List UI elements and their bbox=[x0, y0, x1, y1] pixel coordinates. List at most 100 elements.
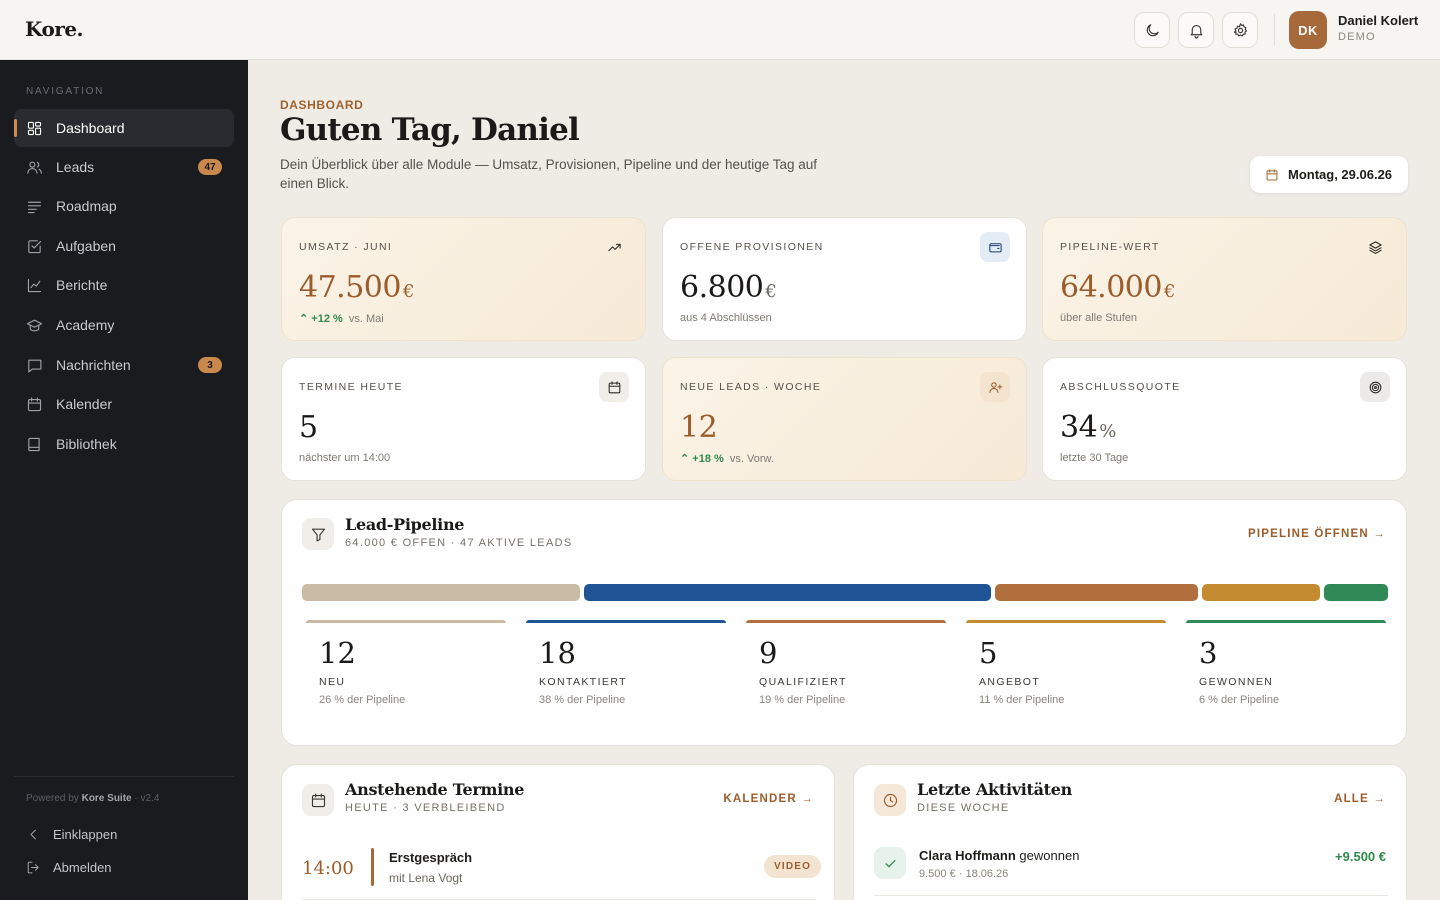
sidebar-item-roadmap[interactable]: Roadmap bbox=[14, 187, 234, 225]
settings-button[interactable] bbox=[1222, 12, 1258, 48]
sidebar-item-nachrichten[interactable]: Nachrichten 3 bbox=[14, 346, 234, 384]
sidebar-item-kalender[interactable]: Kalender bbox=[14, 385, 234, 423]
sidebar-item-label: Kalender bbox=[56, 396, 113, 412]
sidebar-item-label: Leads bbox=[56, 159, 95, 175]
appointments-icon-wrap bbox=[302, 784, 334, 816]
trend-up: ⌃ +18 % bbox=[680, 453, 724, 465]
appointment-with: mit Lena Vogt bbox=[389, 871, 463, 885]
stage-neu[interactable]: 12 NEU 26 % der Pipeline bbox=[306, 620, 506, 730]
stage-angebot[interactable]: 5 ANGEBOT 11 % der Pipeline bbox=[966, 620, 1166, 730]
calendar-icon bbox=[311, 793, 325, 807]
calendar-icon bbox=[1266, 168, 1278, 180]
sidebar-item-label: Nachrichten bbox=[56, 357, 131, 373]
appointment-time: 14:00 bbox=[302, 858, 354, 879]
graduation-cap-icon bbox=[26, 319, 43, 331]
avatar[interactable]: DK bbox=[1289, 11, 1327, 49]
page-eyebrow: DASHBOARD bbox=[280, 98, 364, 112]
pipeline-title: Lead-Pipeline bbox=[345, 515, 465, 534]
sidebar-item-label: Aufgaben bbox=[56, 238, 116, 254]
brand-name: Kore Suite bbox=[81, 793, 132, 804]
stage-color-line bbox=[1186, 620, 1386, 623]
calendar-link[interactable]: KALENDER → bbox=[723, 793, 814, 805]
checkbox-icon bbox=[28, 239, 42, 253]
activity-meta: 9.500 € · 18.06.26 bbox=[919, 868, 1009, 880]
pipeline-segment-qualifiziert bbox=[994, 584, 1199, 601]
message-icon bbox=[28, 359, 42, 372]
stage-count: 5 bbox=[979, 636, 998, 670]
kpi-sub: nächster um 14:00 bbox=[299, 452, 391, 464]
version: · v2.4 bbox=[134, 793, 160, 804]
stage-gewonnen[interactable]: 3 GEWONNEN 6 % der Pipeline bbox=[1186, 620, 1386, 730]
stage-count: 18 bbox=[539, 636, 576, 670]
sidebar-item-aufgaben[interactable]: Aufgaben bbox=[14, 227, 234, 265]
sidebar-item-academy[interactable]: Academy bbox=[14, 306, 234, 344]
notifications-button[interactable] bbox=[1178, 12, 1214, 48]
user-role: DEMO bbox=[1338, 31, 1376, 43]
user-plus-icon bbox=[988, 381, 1002, 393]
stage-name: KONTAKTIERT bbox=[539, 676, 627, 688]
activity-amount: +9.500 € bbox=[1335, 849, 1386, 864]
kpi-icon-wrap bbox=[599, 232, 629, 262]
open-pipeline-link[interactable]: PIPELINE ÖFFNEN → bbox=[1248, 528, 1386, 540]
app-logo[interactable]: Kore. bbox=[25, 17, 84, 41]
bell-icon bbox=[1190, 24, 1202, 38]
kpi-icon-wrap bbox=[1360, 232, 1390, 262]
kpi-card-abschlussquote[interactable]: ABSCHLUSSQUOTE 34% letzte 30 Tage bbox=[1042, 357, 1407, 481]
user-name: Daniel Kolert bbox=[1338, 13, 1419, 28]
appointment-title: Erstgespräch bbox=[389, 850, 473, 865]
kpi-sub: über alle Stufen bbox=[1060, 312, 1138, 324]
pipeline-segment-neu bbox=[302, 584, 581, 601]
kpi-label: OFFENE PROVISIONEN bbox=[680, 241, 824, 253]
target-icon bbox=[1369, 381, 1381, 393]
appointments-subtitle: HEUTE · 3 VERBLEIBEND bbox=[345, 802, 506, 814]
list-icon bbox=[27, 201, 42, 213]
kpi-card-neue-leads[interactable]: NEUE LEADS · WOCHE 12 ⌃ +18 % vs. Vorw. bbox=[662, 357, 1027, 481]
stage-count: 9 bbox=[759, 636, 778, 670]
kpi-value: 5 bbox=[299, 410, 318, 445]
activities-icon-wrap bbox=[874, 784, 906, 816]
stage-color-line bbox=[966, 620, 1166, 623]
kpi-sub: letzte 30 Tage bbox=[1060, 452, 1129, 464]
activities-panel: Letzte Aktivitäten DIESE WOCHE ALLE → Cl… bbox=[853, 764, 1407, 900]
collapse-button[interactable]: Einklappen bbox=[26, 827, 117, 842]
sidebar: NAVIGATION Dashboard Leads 47 Roadmap Au… bbox=[0, 60, 248, 900]
stage-color-line bbox=[746, 620, 946, 623]
row-divider bbox=[874, 895, 1388, 896]
pipeline-subtitle: 64.000 € OFFEN · 47 AKTIVE LEADS bbox=[345, 537, 573, 549]
users-icon bbox=[27, 161, 42, 174]
theme-toggle-button[interactable] bbox=[1134, 12, 1170, 48]
trend-up: ⌃ +12 % bbox=[299, 313, 343, 325]
stage-share: 26 % der Pipeline bbox=[319, 694, 406, 706]
wallet-icon bbox=[988, 242, 1002, 252]
sidebar-item-berichte[interactable]: Berichte bbox=[14, 266, 234, 304]
sidebar-item-leads[interactable]: Leads 47 bbox=[14, 148, 234, 186]
kpi-label: PIPELINE-WERT bbox=[1060, 241, 1160, 253]
activities-subtitle: DIESE WOCHE bbox=[917, 802, 1010, 814]
kpi-label: TERMINE HEUTE bbox=[299, 381, 403, 393]
kpi-sub: ⌃ +12 % vs. Mai bbox=[299, 313, 384, 325]
header-divider bbox=[1274, 14, 1275, 46]
sidebar-item-bibliothek[interactable]: Bibliothek bbox=[14, 425, 234, 463]
pipeline-icon-wrap bbox=[302, 518, 334, 550]
kpi-card-pipeline-wert[interactable]: PIPELINE-WERT 64.000 € über alle Stufen bbox=[1042, 217, 1407, 341]
date-button[interactable]: Montag, 29.06.26 bbox=[1250, 156, 1408, 193]
logout-button[interactable]: Abmelden bbox=[26, 860, 112, 875]
kpi-card-umsatz[interactable]: UMSATZ · JUNI 47.500 € ⌃ +12 % vs. Mai bbox=[281, 217, 646, 341]
stage-kontaktiert[interactable]: 18 KONTAKTIERT 38 % der Pipeline bbox=[526, 620, 726, 730]
book-icon bbox=[28, 437, 40, 451]
sidebar-item-label: Roadmap bbox=[56, 198, 117, 214]
kpi-card-termine[interactable]: TERMINE HEUTE 5 nächster um 14:00 bbox=[281, 357, 646, 481]
stage-share: 38 % der Pipeline bbox=[539, 694, 626, 706]
all-activities-link[interactable]: ALLE → bbox=[1334, 793, 1386, 805]
kpi-value: 64.000 € bbox=[1060, 270, 1175, 305]
page-intro: Dein Überblick über alle Module — Umsatz… bbox=[280, 157, 818, 191]
kpi-icon-wrap bbox=[980, 232, 1010, 262]
stage-color-line bbox=[526, 620, 726, 623]
pipeline-segment-gewonnen bbox=[1323, 584, 1388, 601]
kpi-sub: aus 4 Abschlüssen bbox=[680, 312, 772, 324]
kpi-icon-wrap bbox=[599, 372, 629, 402]
kpi-card-provisionen[interactable]: OFFENE PROVISIONEN 6.800 € aus 4 Abschlüs… bbox=[662, 217, 1027, 341]
stage-qualifiziert[interactable]: 9 QUALIFIZIERT 19 % der Pipeline bbox=[746, 620, 946, 730]
sidebar-item-dashboard[interactable]: Dashboard bbox=[14, 109, 234, 147]
kpi-value: 6.800 € bbox=[680, 270, 777, 305]
